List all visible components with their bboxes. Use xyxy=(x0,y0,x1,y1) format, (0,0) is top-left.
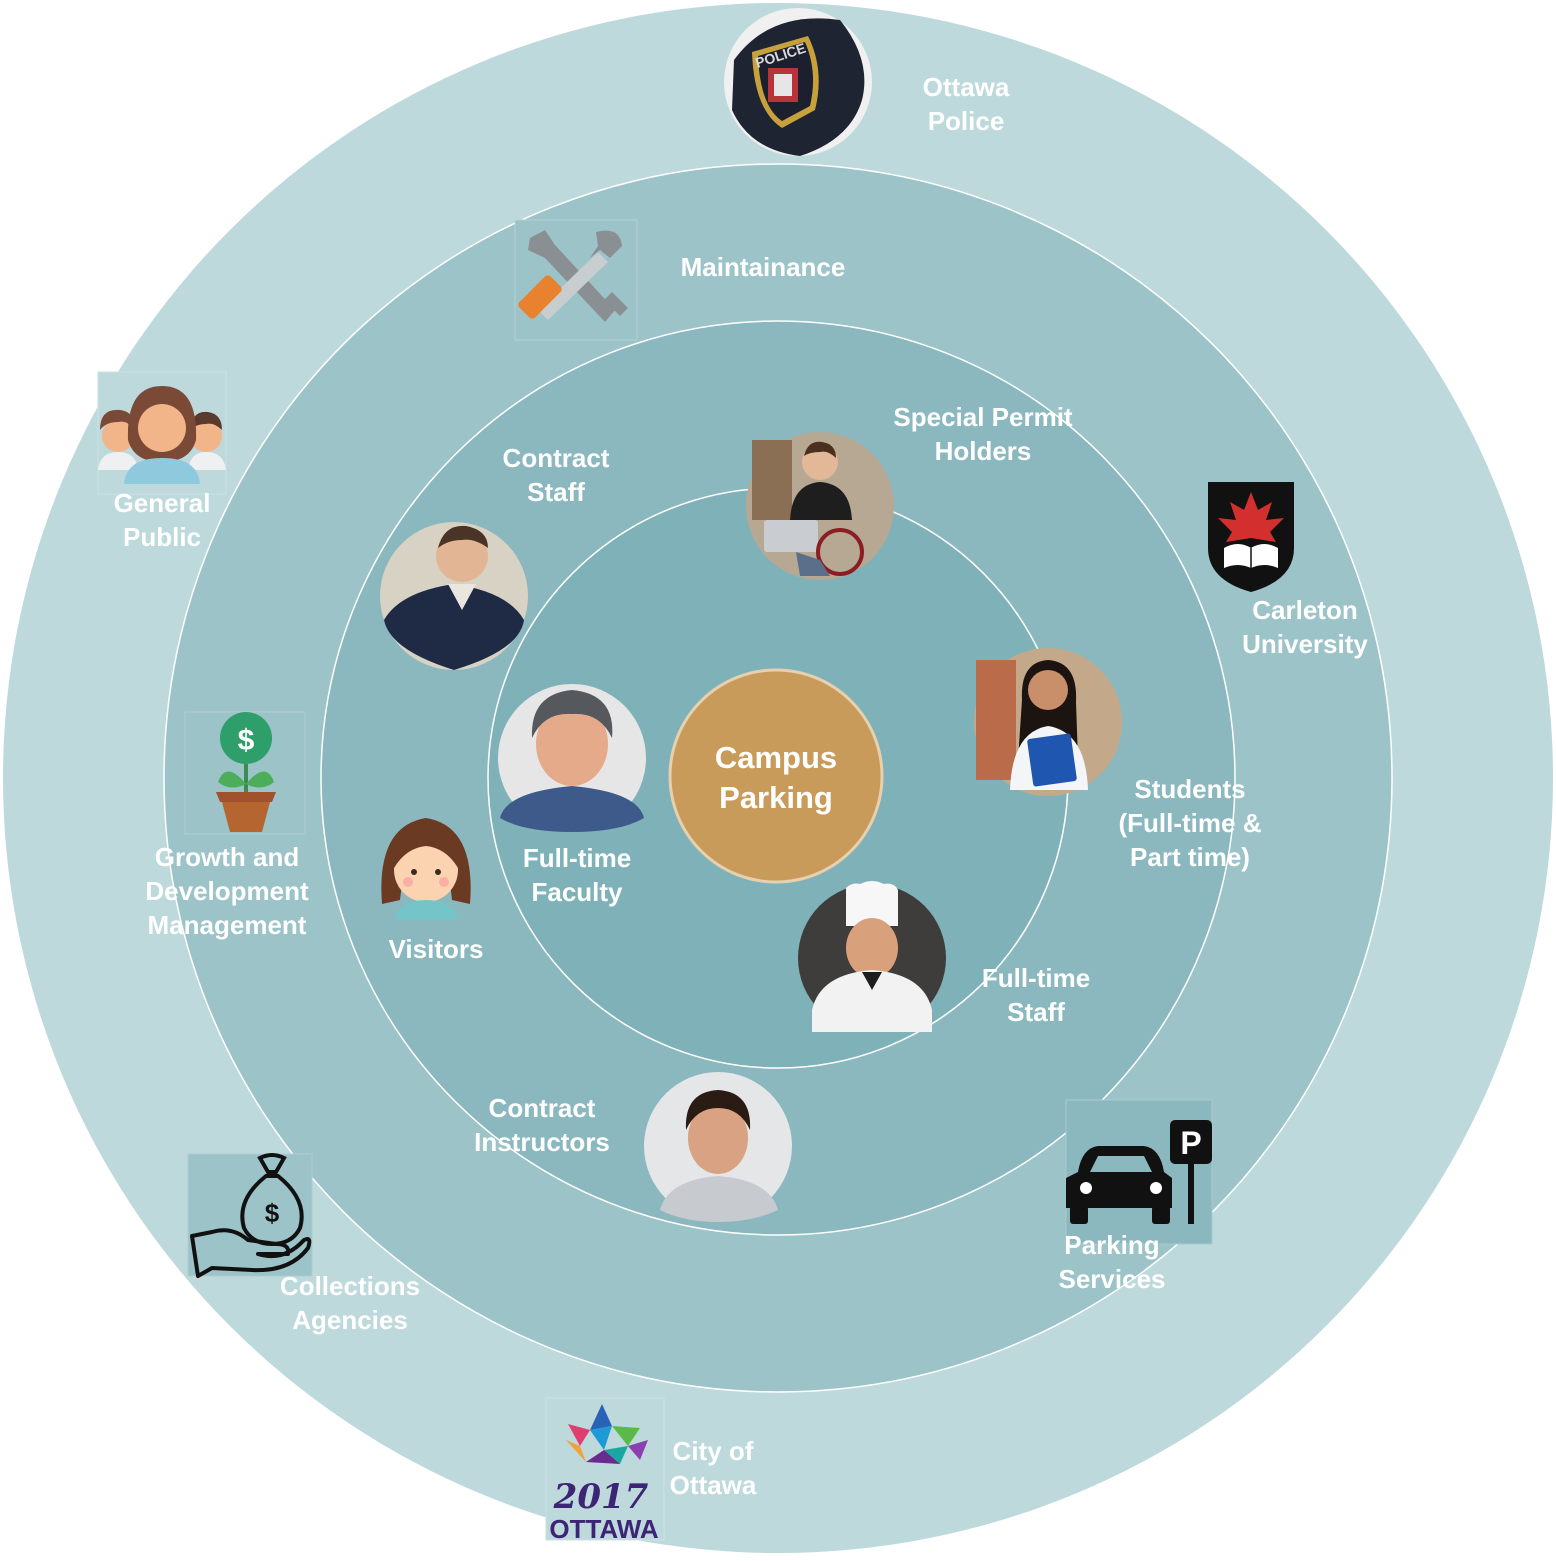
label-contract-staff: Contract Staff xyxy=(502,443,610,507)
plant-dollar-text: $ xyxy=(238,724,255,757)
label-city-of-ottawa: City of Ottawa xyxy=(669,1436,757,1500)
label-students: Students (Full-time & Part time) xyxy=(1118,774,1262,872)
label-full-time-faculty: Full-time Faculty xyxy=(522,843,632,907)
tools-icon xyxy=(514,219,638,341)
police-photo: POLICE xyxy=(724,8,872,156)
students-photo xyxy=(974,648,1122,796)
bag-dollar-text: $ xyxy=(265,1198,280,1228)
visitor-girl-icon xyxy=(374,812,478,922)
special-permit-photo xyxy=(746,432,894,580)
label-parking-services: Parking Services xyxy=(1058,1230,1166,1294)
people-group-icon xyxy=(97,371,227,495)
label-growth-development: Growth and Development Management xyxy=(145,842,309,940)
label-contract-instructors: Contract Instructors xyxy=(474,1093,610,1157)
label-maintainance: Maintainance xyxy=(680,252,846,282)
police-badge-icon: POLICE xyxy=(752,36,819,128)
center-circle xyxy=(668,668,884,884)
label-general-public: General Public xyxy=(113,488,211,552)
ottawa-2017-logo: 2017 OTTAWA xyxy=(545,1397,665,1544)
label-visitors: Visitors xyxy=(388,934,484,964)
staff-chef-photo xyxy=(798,881,946,1032)
instructor-photo xyxy=(644,1072,792,1222)
contract-staff-photo xyxy=(380,522,528,670)
parking-sign-text: P xyxy=(1180,1125,1201,1161)
city-wordmark-text: OTTAWA xyxy=(549,1514,659,1544)
label-carleton-university: Carleton University xyxy=(1242,595,1368,659)
carleton-shield-icon xyxy=(1208,482,1294,592)
label-full-time-staff: Full-time Staff xyxy=(981,963,1091,1027)
faculty-photo xyxy=(498,684,646,832)
city-year-text: 2017 xyxy=(553,1477,649,1517)
label-special-permit-holders: Special Permit Holders xyxy=(893,402,1073,466)
money-bag-hand-icon: $ xyxy=(187,1153,313,1278)
money-plant-icon: $ xyxy=(184,711,306,835)
parking-car-icon: P xyxy=(1065,1099,1213,1245)
label-ottawa-police: Ottawa Police xyxy=(922,72,1010,136)
label-collections-agencies: Collections Agencies xyxy=(279,1271,421,1335)
center-label: Campus Parking xyxy=(714,740,838,815)
